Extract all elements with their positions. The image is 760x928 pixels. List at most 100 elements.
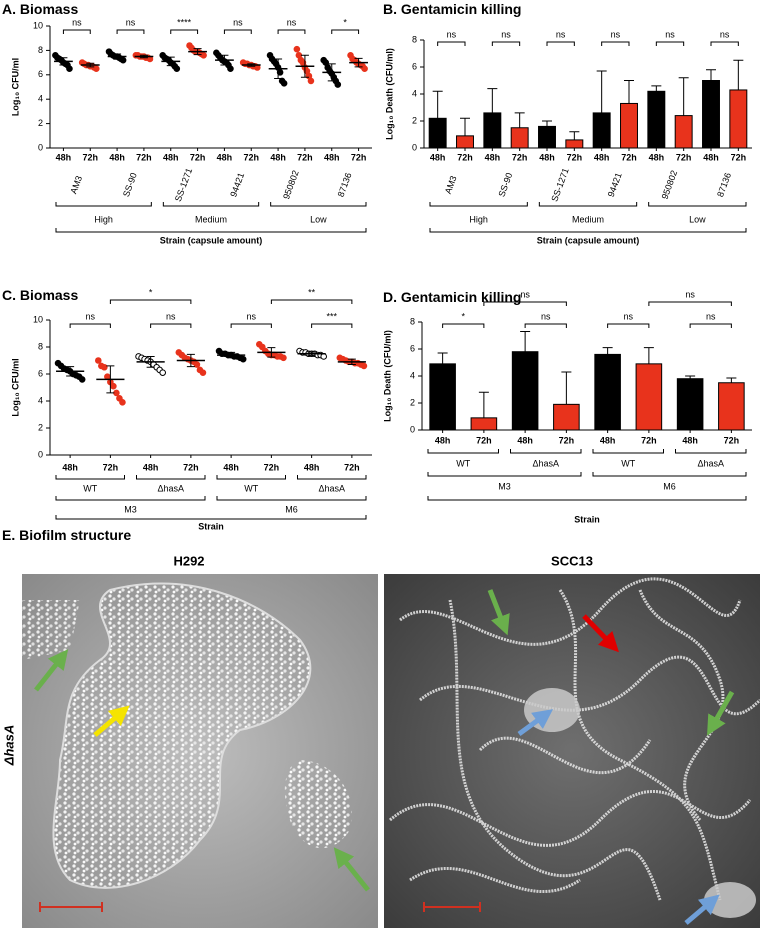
group-label: WT — [456, 458, 470, 468]
bar — [428, 117, 447, 149]
data-point — [360, 362, 368, 370]
significance-label: ns — [501, 29, 511, 39]
group-bracket — [311, 323, 353, 328]
sd-whisker — [274, 58, 283, 79]
x-tick-label: 48h — [62, 462, 78, 472]
sd-whisker — [327, 63, 336, 82]
x-tick-label: 72h — [243, 152, 259, 162]
x-tick-label: 72h — [724, 435, 740, 445]
y-axis-label: Log₁₀ Death (CFU/ml) — [382, 330, 392, 422]
error-bar — [678, 77, 689, 116]
group-label: Low — [310, 214, 327, 224]
error-bar — [478, 391, 489, 418]
column-label: H292 — [173, 553, 204, 568]
data-point — [78, 376, 86, 383]
significance-label: ns — [541, 311, 551, 321]
y-axis-label: Log₁₀ CFU/ml — [10, 358, 20, 416]
group-bracket — [429, 202, 528, 207]
group-label: Medium — [572, 214, 604, 224]
y-tick-label: 4 — [410, 370, 415, 380]
group-bracket — [109, 299, 192, 304]
bar — [511, 351, 539, 431]
sd-whisker — [227, 351, 236, 359]
data-point — [239, 355, 247, 363]
group-bracket — [427, 472, 582, 477]
x-axis-label: Strain (capsule amount) — [160, 235, 263, 245]
group-bracket — [297, 475, 367, 480]
sd-whisker — [193, 48, 202, 56]
y-tick-label: 2 — [38, 422, 43, 432]
group-label: 94421 — [606, 171, 624, 198]
y-tick-label: 2 — [412, 115, 417, 125]
significance-label: ns — [611, 29, 621, 39]
sd-whisker — [113, 53, 122, 60]
y-tick-label: 2 — [38, 118, 43, 128]
significance-label: ns — [166, 311, 176, 321]
significance-label: * — [343, 17, 347, 27]
significance-label: ns — [447, 29, 457, 39]
y-tick-label: 10 — [33, 20, 43, 30]
data-point — [173, 65, 181, 72]
group-bracket — [538, 202, 638, 207]
data-point — [119, 399, 126, 406]
x-tick-label: 72h — [264, 462, 280, 472]
bar — [470, 417, 498, 431]
y-tick-label: 0 — [412, 142, 417, 152]
group-label: High — [469, 214, 488, 224]
y-tick-label: 8 — [412, 34, 417, 44]
group-bracket — [648, 202, 747, 207]
error-bar — [596, 70, 607, 113]
group-label: ΔhasA — [157, 483, 184, 493]
group-bracket — [277, 29, 306, 34]
group-bracket — [116, 29, 145, 34]
group-bracket — [55, 496, 206, 501]
sd-whisker — [300, 54, 309, 78]
significance-label: ns — [126, 17, 136, 27]
bar — [429, 363, 456, 431]
x-tick-label: 72h — [559, 435, 575, 445]
y-tick-label: 6 — [38, 69, 43, 79]
data-point — [92, 65, 100, 72]
significance-label: ns — [720, 29, 730, 39]
sd-whisker — [267, 347, 276, 358]
group-bracket — [675, 449, 747, 454]
bar — [702, 80, 720, 149]
significance-label: ns — [246, 311, 256, 321]
group-bracket — [510, 449, 582, 454]
group-label: SS-1271 — [549, 167, 570, 203]
x-tick-label: 48h — [517, 435, 533, 445]
error-bar — [542, 120, 552, 127]
error-bar — [569, 131, 580, 140]
x-tick-label: 48h — [223, 462, 239, 472]
x-tick-label: 72h — [344, 462, 360, 472]
x-tick-label: 72h — [183, 462, 199, 472]
y-tick-label: 4 — [412, 88, 417, 98]
data-point — [199, 369, 207, 376]
error-bar — [651, 85, 662, 92]
bar — [620, 102, 638, 149]
significance-label: ns — [72, 17, 82, 27]
x-axis-label: Strain — [574, 514, 600, 524]
group-bracket — [270, 299, 353, 304]
group-bracket — [601, 41, 630, 46]
data-point — [66, 65, 73, 72]
group-bracket — [648, 301, 732, 306]
x-tick-label: 48h — [217, 152, 233, 162]
group-label: SS-1271 — [173, 167, 194, 203]
group-bracket — [62, 29, 91, 34]
significance-label: ns — [665, 29, 675, 39]
group-bracket — [427, 449, 499, 454]
sd-whisker — [354, 57, 363, 68]
data-point — [159, 369, 166, 376]
x-tick-label: 72h — [676, 152, 692, 162]
x-tick-label: 48h — [594, 152, 610, 162]
group-label: ΔhasA — [318, 483, 345, 493]
x-tick-label: 72h — [136, 152, 152, 162]
sd-whisker — [139, 54, 148, 59]
sd-whisker — [166, 56, 175, 67]
x-tick-label: 48h — [539, 152, 555, 162]
group-bracket — [491, 41, 521, 46]
group-label: AM3 — [443, 174, 459, 195]
significance-label: **** — [177, 17, 192, 27]
group-bracket — [592, 449, 664, 454]
